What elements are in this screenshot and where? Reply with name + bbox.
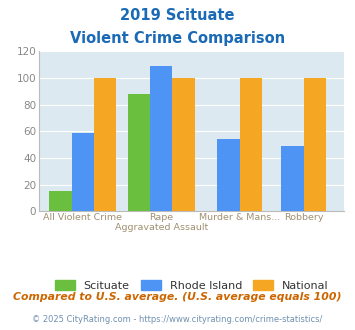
Text: Rape: Rape: [149, 213, 173, 221]
Bar: [304, 78, 326, 211]
Bar: [49, 191, 72, 211]
Text: Robbery: Robbery: [284, 213, 323, 221]
Bar: [281, 146, 304, 211]
Text: Aggravated Assault: Aggravated Assault: [115, 223, 208, 232]
Bar: [150, 66, 173, 211]
Bar: [240, 78, 262, 211]
Text: All Violent Crime: All Violent Crime: [43, 213, 122, 221]
Text: Violent Crime Comparison: Violent Crime Comparison: [70, 31, 285, 46]
Bar: [173, 78, 195, 211]
Bar: [94, 78, 116, 211]
Bar: [72, 133, 94, 211]
Text: Murder & Mans...: Murder & Mans...: [199, 213, 280, 221]
Legend: Scituate, Rhode Island, National: Scituate, Rhode Island, National: [50, 276, 333, 295]
Text: 2019 Scituate: 2019 Scituate: [120, 8, 235, 23]
Bar: [217, 139, 240, 211]
Text: Compared to U.S. average. (U.S. average equals 100): Compared to U.S. average. (U.S. average …: [13, 292, 342, 302]
Text: © 2025 CityRating.com - https://www.cityrating.com/crime-statistics/: © 2025 CityRating.com - https://www.city…: [32, 315, 323, 324]
Bar: [127, 94, 150, 211]
